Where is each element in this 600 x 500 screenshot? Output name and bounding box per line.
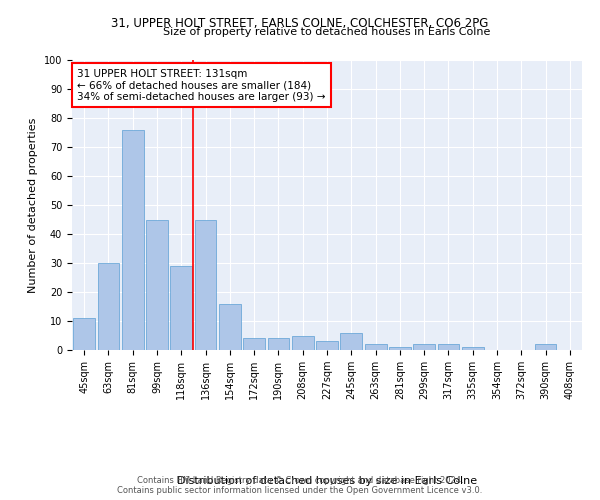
Bar	[292, 336, 314, 350]
Bar	[462, 347, 484, 350]
Bar	[365, 344, 386, 350]
Bar	[535, 344, 556, 350]
Title: Size of property relative to detached houses in Earls Colne: Size of property relative to detached ho…	[163, 27, 491, 37]
Y-axis label: Number of detached properties: Number of detached properties	[28, 118, 38, 292]
Text: Contains HM Land Registry data © Crown copyright and database right 2024.
Contai: Contains HM Land Registry data © Crown c…	[118, 476, 482, 495]
Text: 31 UPPER HOLT STREET: 131sqm
← 66% of detached houses are smaller (184)
34% of s: 31 UPPER HOLT STREET: 131sqm ← 66% of de…	[77, 68, 326, 102]
Bar	[73, 318, 95, 350]
Bar	[340, 332, 362, 350]
Bar	[437, 344, 460, 350]
Bar	[97, 263, 119, 350]
X-axis label: Distribution of detached houses by size in Earls Colne: Distribution of detached houses by size …	[177, 476, 477, 486]
Bar	[268, 338, 289, 350]
Bar	[146, 220, 168, 350]
Bar	[219, 304, 241, 350]
Bar	[170, 266, 192, 350]
Bar	[316, 342, 338, 350]
Bar	[194, 220, 217, 350]
Bar	[122, 130, 143, 350]
Text: 31, UPPER HOLT STREET, EARLS COLNE, COLCHESTER, CO6 2PG: 31, UPPER HOLT STREET, EARLS COLNE, COLC…	[112, 18, 488, 30]
Bar	[413, 344, 435, 350]
Bar	[243, 338, 265, 350]
Bar	[389, 347, 411, 350]
